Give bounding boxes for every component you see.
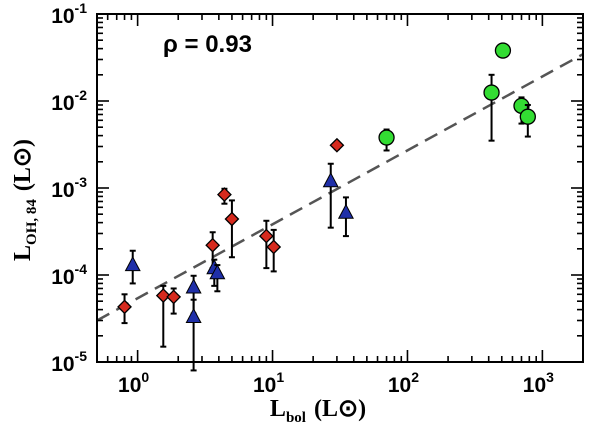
data-point-triangle xyxy=(185,307,202,323)
x-axis-label-unit: (L⊙) xyxy=(314,396,366,422)
y-axis-label-unit: (L⊙) xyxy=(10,139,36,191)
y-tick-exponent: -5 xyxy=(75,348,88,364)
data-point-diamond xyxy=(117,299,132,315)
x-tick-label: 102 xyxy=(388,369,419,397)
x-tick-base: 10 xyxy=(253,374,276,397)
y-tick-base: 10 xyxy=(51,353,74,376)
y-axis-label-main: L xyxy=(10,245,36,261)
y-tick-base: 10 xyxy=(51,179,74,202)
data-point-circle xyxy=(519,108,536,125)
y-tick-exponent: -1 xyxy=(75,0,88,16)
y-axis-label: LOH, 84 (L⊙) xyxy=(10,139,40,261)
x-tick-label: 101 xyxy=(253,369,284,397)
data-point-triangle xyxy=(337,203,354,219)
x-tick-exponent: 1 xyxy=(276,369,284,385)
data-point-triangle xyxy=(185,278,202,294)
data-point-circle xyxy=(494,42,512,59)
data-point-triangle xyxy=(209,264,226,280)
x-tick-label: 103 xyxy=(523,369,554,397)
y-tick-base: 10 xyxy=(51,266,74,289)
data-points xyxy=(117,42,536,372)
data-point-circle xyxy=(483,84,500,101)
y-tick-base: 10 xyxy=(51,5,74,28)
y-tick-exponent: -3 xyxy=(75,174,88,190)
y-axis-label-sub: OH, 84 xyxy=(24,199,40,245)
correlation-annotation: ρ = 0.93 xyxy=(163,31,252,58)
series-triangle xyxy=(124,162,354,372)
x-axis-label: Lbol (L⊙) xyxy=(270,396,366,426)
data-point-diamond xyxy=(155,288,171,304)
y-tick-label: 10-1 xyxy=(51,0,87,28)
data-point-diamond xyxy=(329,137,345,153)
data-point-diamond xyxy=(224,211,240,227)
x-tick-exponent: 0 xyxy=(141,369,149,385)
data-point-triangle xyxy=(322,172,339,188)
data-point-diamond xyxy=(258,228,274,244)
y-tick-label: 10-3 xyxy=(51,174,87,202)
x-tick-base: 10 xyxy=(388,374,411,397)
fit-line-layer xyxy=(96,53,584,322)
x-tick-exponent: 2 xyxy=(411,369,419,385)
data-point-diamond xyxy=(205,237,221,253)
y-tick-exponent: -2 xyxy=(75,87,88,103)
x-axis-label-sub: bol xyxy=(286,410,306,426)
x-tick-base: 10 xyxy=(523,374,546,397)
y-tick-label: 10-2 xyxy=(51,87,87,115)
data-point-diamond xyxy=(217,187,232,203)
y-tick-base: 10 xyxy=(51,92,74,115)
data-point-diamond xyxy=(166,289,182,305)
y-tick-label: 10-5 xyxy=(51,348,87,376)
x-tick-label: 100 xyxy=(118,369,149,397)
fit-line xyxy=(96,53,584,322)
axis-ticks xyxy=(96,13,584,363)
series-circle xyxy=(378,42,536,152)
y-tick-exponent: -4 xyxy=(75,261,88,277)
series-diamond xyxy=(117,137,345,348)
y-tick-label: 10-4 xyxy=(51,261,87,289)
x-axis-label-main: L xyxy=(270,396,286,422)
data-point-triangle xyxy=(124,256,141,272)
x-tick-base: 10 xyxy=(118,374,141,397)
data-point-diamond xyxy=(266,239,282,255)
x-tick-exponent: 3 xyxy=(546,369,554,385)
data-point-circle xyxy=(378,129,395,146)
